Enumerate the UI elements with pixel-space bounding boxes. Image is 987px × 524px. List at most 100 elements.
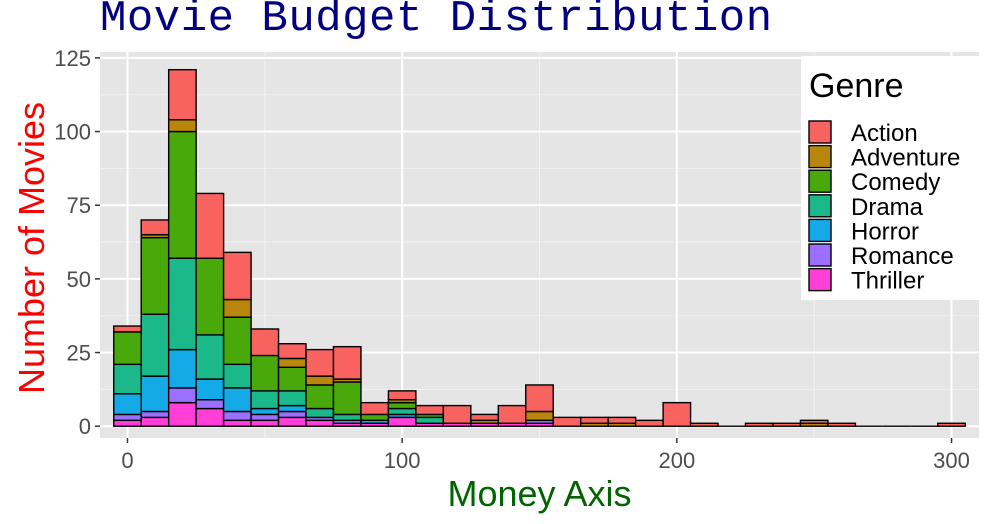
bar-segment-drama (250, 390, 280, 410)
bar-segment-thriller (140, 416, 170, 427)
x-tick-label: 0 (121, 448, 133, 473)
bar-segment-action (470, 413, 499, 422)
bar-segment-romance (167, 387, 197, 404)
legend-swatch-adventure (808, 144, 832, 169)
bar-segment-action (277, 343, 307, 360)
bar-segment-comedy (305, 384, 335, 410)
legend-swatch-comedy (808, 169, 832, 193)
bar-segment-adventure (305, 375, 335, 386)
bar-segment-romance (113, 413, 142, 422)
y-tick-label: 25 (67, 341, 91, 366)
y-tick-label: 0 (79, 414, 91, 439)
x-tick-label: 300 (933, 448, 970, 473)
bar-segment-adventure (167, 119, 197, 133)
bar-segment-action (525, 384, 554, 413)
bar-segment-comedy (250, 354, 280, 392)
bar-segment-action (607, 416, 637, 424)
legend-label-romance: Romance (851, 243, 954, 270)
legend-swatch-action (808, 120, 832, 144)
bar-segment-comedy (140, 236, 170, 315)
bar-segment-action (195, 192, 225, 259)
bar-segment-comedy (277, 366, 307, 392)
legend-title: Genre (809, 67, 904, 105)
bar-segment-action (580, 416, 609, 424)
legend-label-adventure: Adventure (851, 145, 960, 172)
bar-segment-action (772, 422, 802, 427)
bar-segment-horror (167, 348, 197, 389)
bar-segment-thriller (277, 416, 307, 427)
bar-segment-thriller (195, 407, 225, 427)
bar-segment-romance (250, 413, 280, 422)
y-tick-label: 50 (67, 267, 91, 292)
bar-segment-action (689, 422, 719, 427)
bar-segment-comedy (113, 331, 142, 366)
bar-segment-horror (195, 378, 225, 401)
bar-segment-action (799, 419, 829, 424)
bar-segment-drama (140, 313, 170, 377)
legend-swatch-drama (808, 194, 832, 218)
bar-segment-thriller (305, 419, 335, 427)
y-tick-label: 100 (54, 120, 91, 145)
bar-segment-drama (415, 416, 445, 424)
bar-segment-romance (277, 410, 307, 419)
bar-segment-action (140, 219, 170, 236)
bar-segment-action (442, 404, 472, 424)
bar-segment-action (634, 419, 664, 427)
bar-segment-action (387, 390, 417, 401)
bar-segment-drama (305, 407, 335, 419)
bar-segment-drama (387, 407, 417, 416)
bar-segment-thriller (222, 419, 252, 427)
bar-segment-action (250, 328, 280, 357)
bar-segment-horror (113, 393, 142, 416)
bar-segment-action (305, 348, 335, 377)
bar-segment-comedy (332, 381, 362, 416)
bar-segment-action (415, 404, 445, 416)
bar-segment-action (113, 325, 142, 333)
bar-segment-drama (277, 390, 307, 407)
bar-segment-action (360, 401, 390, 416)
bar-segment-comedy (360, 413, 390, 422)
legend-swatch-romance (808, 243, 832, 267)
bar-segment-action (222, 251, 252, 301)
bar-segment-thriller (113, 419, 142, 427)
bar-segment-action (662, 401, 692, 427)
bar-segment-comedy (387, 401, 417, 410)
x-axis-title: Money Axis (447, 473, 631, 514)
bar-segment-horror (222, 387, 252, 413)
bar-segment-drama (332, 413, 362, 422)
legend-background (801, 56, 987, 300)
legend-swatch-thriller (808, 267, 832, 292)
legend-label-action: Action (851, 120, 918, 147)
legend-label-comedy: Comedy (851, 169, 940, 196)
bar-segment-drama (222, 363, 252, 389)
legend: Genre ActionAdventureComedyDramaHorrorRom… (801, 56, 987, 300)
x-tick-label: 100 (384, 448, 421, 473)
bar-segment-comedy (195, 257, 225, 336)
bar-segment-horror (277, 404, 307, 413)
legend-label-horror: Horror (851, 218, 919, 245)
bar-segment-thriller (387, 416, 417, 427)
bar-segment-action (497, 404, 527, 424)
bar-segment-comedy (222, 316, 252, 366)
legend-label-drama: Drama (851, 194, 924, 221)
bar-segment-action (827, 422, 857, 427)
bar-segment-action (167, 68, 197, 121)
bar-segment-adventure (277, 357, 307, 368)
bar-segment-adventure (525, 410, 554, 422)
bar-segment-thriller (250, 419, 280, 427)
bar-segment-adventure (222, 298, 252, 318)
bar-segment-comedy (167, 130, 197, 259)
bar-segment-drama (195, 334, 225, 380)
bar-segment-thriller (167, 401, 197, 427)
bar-segment-horror (250, 407, 280, 416)
bar-segment-horror (140, 375, 170, 413)
bar-segment-action (937, 422, 966, 427)
x-tick-label: 200 (658, 448, 695, 473)
bar-segment-romance (222, 410, 252, 422)
legend-swatch-horror (808, 218, 832, 243)
bar-segment-action (332, 345, 362, 380)
y-axis-title: Number of Movies (11, 102, 52, 394)
bar-segment-romance (140, 410, 170, 419)
